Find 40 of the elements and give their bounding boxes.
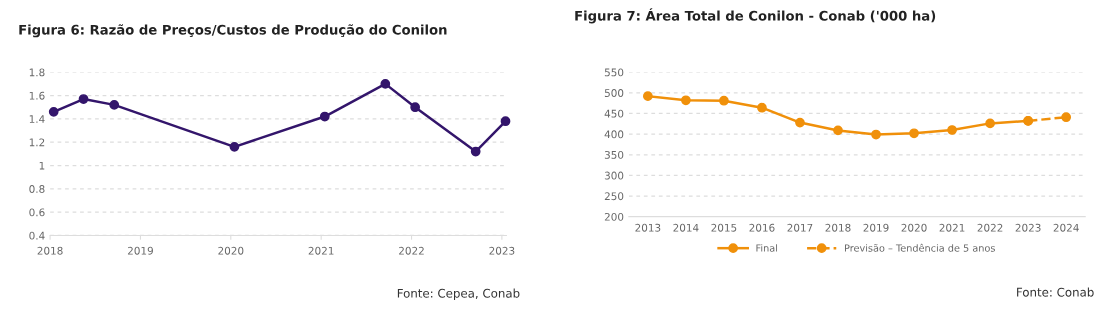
x-tick-label: 2018 <box>37 246 63 255</box>
legend-label: Previsão – Tendência de 5 anos <box>844 243 995 252</box>
x-tick-label: 2020 <box>901 223 927 232</box>
x-tick-label: 2016 <box>749 223 775 232</box>
y-tick-label: 550 <box>604 68 624 77</box>
source-note: Fonte: Cepea, Conab <box>397 288 520 300</box>
x-tick-label: 2023 <box>489 246 515 255</box>
y-tick-label: 400 <box>604 130 624 139</box>
y-tick-label: 300 <box>604 171 624 180</box>
y-tick-label: 1.6 <box>29 91 45 100</box>
legend-label: Final <box>756 244 778 252</box>
y-tick-label: 0.6 <box>29 208 45 217</box>
x-tick-label: 2023 <box>1015 223 1041 232</box>
source-note: Fonte: Conab <box>1017 287 1094 297</box>
x-tick-label: 2019 <box>127 246 153 255</box>
x-tick-label: 2014 <box>673 223 699 232</box>
x-tick-label: 2013 <box>635 223 661 232</box>
x-tick-label: 2021 <box>308 246 334 255</box>
chart-title: Figura 6: Razão de Preços/Custos de Produção do Conilon <box>19 24 447 38</box>
y-tick-label: 1 <box>39 161 45 170</box>
y-tick-label: 1.2 <box>29 138 45 147</box>
y-tick-label: 0.4 <box>29 231 45 240</box>
x-tick-label: 2024 <box>1053 223 1079 232</box>
y-tick-label: 200 <box>604 212 624 221</box>
y-tick-label: 1.4 <box>29 115 45 123</box>
x-tick-label: 2021 <box>939 223 965 232</box>
x-tick-label: 2015 <box>711 223 737 232</box>
x-tick-label: 2018 <box>825 223 851 232</box>
chart-title: Figura 7: Área Total de Conilon - Conab ('000 ha) <box>575 8 936 24</box>
x-tick-label: 2022 <box>977 223 1003 232</box>
y-tick-label: 250 <box>604 192 624 201</box>
y-tick-label: 1.8 <box>29 68 45 77</box>
x-tick-label: 2017 <box>787 223 813 232</box>
x-tick-label: 2022 <box>399 246 424 255</box>
y-tick-label: 0.8 <box>29 185 45 193</box>
y-tick-label: 450 <box>604 109 624 118</box>
x-tick-label: 2020 <box>218 246 244 255</box>
y-tick-label: 500 <box>604 89 624 97</box>
y-tick-label: 350 <box>604 150 624 159</box>
x-tick-label: 2019 <box>863 223 889 232</box>
